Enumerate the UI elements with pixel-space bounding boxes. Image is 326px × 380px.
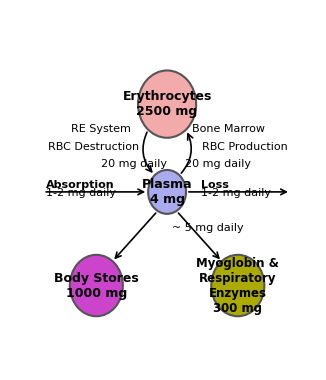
Text: Bone Marrow: Bone Marrow	[192, 124, 265, 134]
Circle shape	[70, 255, 123, 316]
Text: RBC Destruction: RBC Destruction	[48, 141, 140, 152]
Text: Erythrocytes
2500 mg: Erythrocytes 2500 mg	[122, 90, 212, 118]
Circle shape	[148, 170, 186, 214]
Text: Body Stores
1000 mg: Body Stores 1000 mg	[54, 272, 139, 299]
Text: Absorption: Absorption	[46, 180, 114, 190]
Text: 20 mg daily: 20 mg daily	[101, 159, 167, 169]
Text: Myoglobin &
Respiratory
Enzymes
300 mg: Myoglobin & Respiratory Enzymes 300 mg	[196, 256, 279, 315]
Text: ~ 5 mg daily: ~ 5 mg daily	[172, 223, 244, 233]
Text: Loss: Loss	[201, 180, 229, 190]
Circle shape	[138, 70, 196, 138]
Text: RE System: RE System	[71, 124, 131, 134]
Text: RBC Production: RBC Production	[202, 141, 288, 152]
Text: 20 mg daily: 20 mg daily	[185, 159, 251, 169]
Circle shape	[211, 255, 264, 316]
Text: Plasma
4 mg: Plasma 4 mg	[142, 178, 192, 206]
Text: 1-2 mg daily: 1-2 mg daily	[46, 188, 116, 198]
Text: 1-2 mg daily: 1-2 mg daily	[201, 188, 271, 198]
